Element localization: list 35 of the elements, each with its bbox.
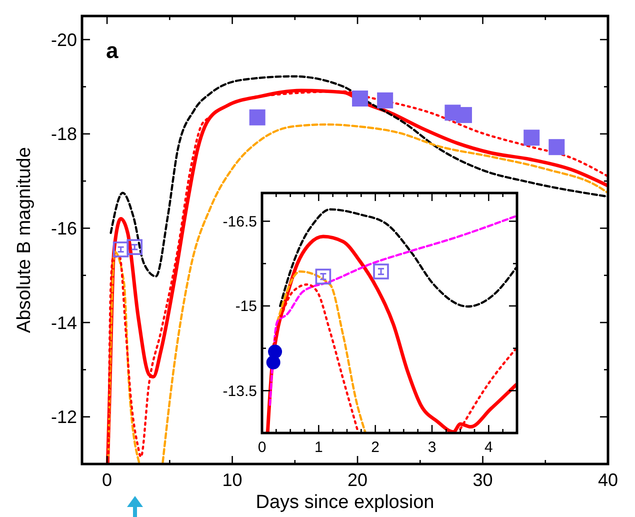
x-tick-label: 10 <box>222 470 242 490</box>
point <box>548 139 565 156</box>
x-tick-label: 2 <box>371 439 380 456</box>
point <box>268 344 282 359</box>
y-tick-label: -16.5 <box>222 213 257 230</box>
point <box>352 90 368 107</box>
x-tick-label: 1 <box>314 439 323 456</box>
x-tick-label: 20 <box>348 470 368 490</box>
point <box>377 92 394 108</box>
y-tick-label: -16 <box>50 218 77 239</box>
x-tick-label: 40 <box>598 470 618 490</box>
x-tick-label: 0 <box>102 470 112 490</box>
point <box>456 107 472 124</box>
x-tick-label: 30 <box>472 470 493 490</box>
point <box>112 242 129 258</box>
annotation: a <box>106 38 119 63</box>
y-axis-title: Absolute B magnitude <box>14 147 35 333</box>
y-tick-label: -18 <box>50 124 77 144</box>
point <box>373 264 389 280</box>
y-tick-label: -13.5 <box>222 382 257 400</box>
point <box>524 130 540 146</box>
x-tick-label: 3 <box>428 439 436 456</box>
line-series <box>266 234 517 433</box>
point <box>126 239 142 255</box>
y-tick-label: -12 <box>50 407 77 428</box>
y-tick-label: -20 <box>50 30 77 50</box>
line-series <box>276 270 366 433</box>
y-tick-label: -15 <box>235 298 257 316</box>
point <box>249 109 266 126</box>
line-series <box>268 215 517 406</box>
x-axis-title: Days since explosion <box>256 492 434 513</box>
x-tick-label: 4 <box>484 439 493 456</box>
y-tick-label: -14 <box>50 312 77 333</box>
x-tick-label: 0 <box>258 439 266 456</box>
point <box>315 268 332 284</box>
